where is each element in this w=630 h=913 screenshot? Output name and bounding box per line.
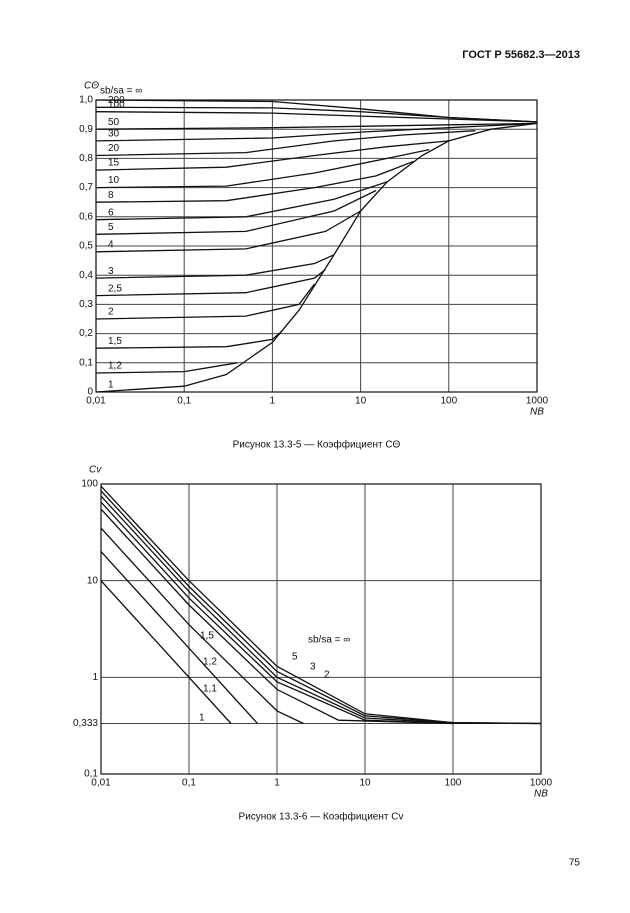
y-tick-label: 0,8	[79, 153, 93, 164]
curve	[100, 580, 232, 724]
y-tick-label: 1,0	[79, 95, 93, 106]
curve	[95, 122, 538, 393]
curve	[95, 111, 538, 123]
curve	[95, 268, 326, 297]
curve	[95, 254, 335, 279]
y-tick-label: 0,3	[79, 299, 93, 310]
curve-label: 5	[292, 652, 298, 663]
curve	[95, 210, 361, 253]
figure-caption: Рисунок 13.3-6 — Коэффициент Cv	[239, 811, 404, 823]
curve-label: 6	[108, 207, 114, 218]
curve-label: sb/sa = ∞	[100, 86, 142, 97]
curve	[95, 160, 414, 203]
curve	[95, 362, 238, 374]
header: ГОСТ Р 55682.3—2013	[462, 49, 580, 61]
curve	[95, 330, 283, 349]
curve	[100, 551, 258, 724]
y-tick-label: 0	[87, 387, 93, 398]
y-tick-label: 10	[87, 575, 99, 586]
y-tick-label: 1	[92, 672, 98, 683]
curve-label: 1,5	[108, 336, 122, 347]
curve	[100, 485, 542, 725]
x-tick-label: 1	[270, 396, 276, 407]
x-tick-label: 10	[359, 778, 371, 789]
curve	[100, 495, 542, 725]
curve	[95, 130, 476, 157]
x-tick-label: 1000	[526, 396, 549, 407]
y-tick-label: 0,1	[79, 357, 93, 368]
curve-label: 2	[108, 307, 114, 318]
x-tick-label: 100	[445, 778, 462, 789]
y-tick-label: 0,5	[79, 241, 93, 252]
figure-caption: Рисунок 13.3-5 — Коэффициент CΘ	[233, 439, 401, 451]
y-tick-label: 0,2	[79, 328, 93, 339]
x-tick-label: 10	[355, 396, 367, 407]
curve-label: sb/sa = ∞	[308, 635, 350, 646]
curve-label: 2,5	[108, 283, 122, 294]
curve	[100, 490, 542, 725]
y-tick-label: 0,333	[73, 718, 98, 729]
curve-label: 50	[108, 117, 120, 128]
y-tick-label: 0,1	[84, 769, 98, 780]
curve	[95, 122, 538, 142]
curve-label: 3	[310, 662, 316, 673]
x-axis-label: NB	[534, 789, 548, 800]
curve-label: 1,5	[200, 631, 214, 642]
curve	[95, 181, 388, 221]
x-tick-label: 0,01	[91, 778, 111, 789]
x-tick-label: 1000	[530, 778, 553, 789]
x-tick-label: 0,1	[177, 396, 191, 407]
curve-label: 8	[108, 190, 114, 201]
plot-frame	[95, 99, 538, 393]
curve-label: 1,2	[108, 361, 122, 372]
x-tick-label: 100	[440, 396, 457, 407]
curve-label: 20	[108, 143, 120, 154]
curve	[95, 283, 316, 320]
y-tick-label: 0,9	[79, 124, 93, 135]
curve-label: 100	[108, 99, 125, 110]
curve-label: 3	[108, 266, 114, 277]
curve-label: 1,1	[203, 684, 217, 695]
curve-label: 2	[324, 670, 330, 681]
x-tick-label: 0,1	[182, 778, 196, 789]
plot-frame	[100, 483, 542, 775]
curve	[95, 106, 538, 123]
y-axis-label: CΘ	[84, 81, 99, 92]
x-tick-label: 1	[274, 778, 280, 789]
curve-label: 4	[108, 239, 114, 250]
curve	[100, 527, 304, 725]
curve-label: 30	[108, 129, 120, 140]
curve-label: 5	[108, 222, 114, 233]
curve-label: 1	[199, 713, 205, 724]
curve	[95, 122, 538, 130]
y-axis-label: Cv	[89, 465, 102, 476]
curve-label: 10	[108, 175, 120, 186]
curve-label: 1,2	[203, 657, 217, 668]
curve	[95, 148, 430, 189]
y-tick-label: 100	[81, 479, 98, 490]
y-tick-label: 0,4	[79, 270, 93, 281]
curve-label: 200	[108, 95, 125, 106]
curve-label: 1	[108, 380, 114, 391]
x-tick-label: 0,01	[86, 396, 106, 407]
page-number: 75	[569, 858, 581, 869]
curve	[95, 189, 377, 235]
curve	[95, 140, 449, 171]
y-tick-label: 0,6	[79, 211, 93, 222]
x-axis-label: NB	[530, 407, 544, 418]
curve-label: 15	[108, 158, 120, 169]
y-tick-label: 0,7	[79, 182, 93, 193]
curve	[100, 508, 454, 725]
